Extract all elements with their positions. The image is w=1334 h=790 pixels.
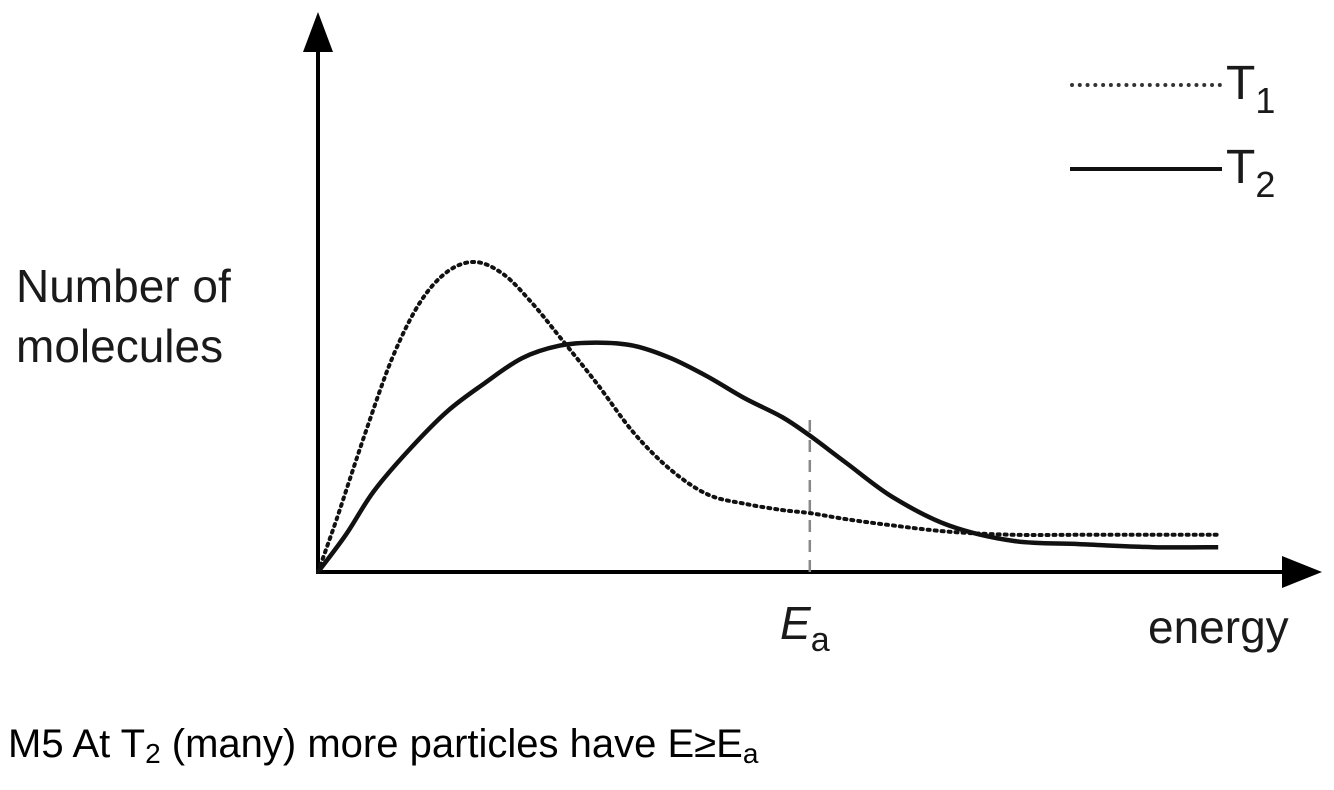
legend-swatch-solid bbox=[1070, 167, 1222, 171]
ea-label: Ea bbox=[780, 596, 830, 660]
x-axis-arrowhead bbox=[1282, 556, 1322, 588]
series-line-t2 bbox=[316, 340, 1219, 574]
legend-label-t1: T1 bbox=[1226, 57, 1276, 121]
y-axis-label-line-2: molecules bbox=[16, 320, 224, 372]
series-group bbox=[316, 259, 1221, 574]
ea-symbol: E bbox=[780, 597, 811, 649]
legend-label-t2: T2 bbox=[1226, 141, 1276, 205]
legend-item-t1: T1 bbox=[1070, 54, 1300, 121]
y-axis-arrowhead bbox=[303, 12, 333, 52]
x-axis-label: energy bbox=[1148, 601, 1289, 653]
ea-subscript: a bbox=[810, 621, 830, 659]
y-axis-label-line-1: Number of bbox=[16, 260, 231, 312]
plot-area bbox=[303, 12, 1322, 588]
legend-item-t2: T2 bbox=[1070, 138, 1300, 205]
caption-text: M5 At T2 (many) more particles have E≥Ea bbox=[8, 722, 759, 769]
series-line-t1 bbox=[316, 259, 1221, 574]
y-axis-label: Number of molecules bbox=[16, 256, 231, 376]
legend-swatch-dotted bbox=[1070, 83, 1222, 87]
